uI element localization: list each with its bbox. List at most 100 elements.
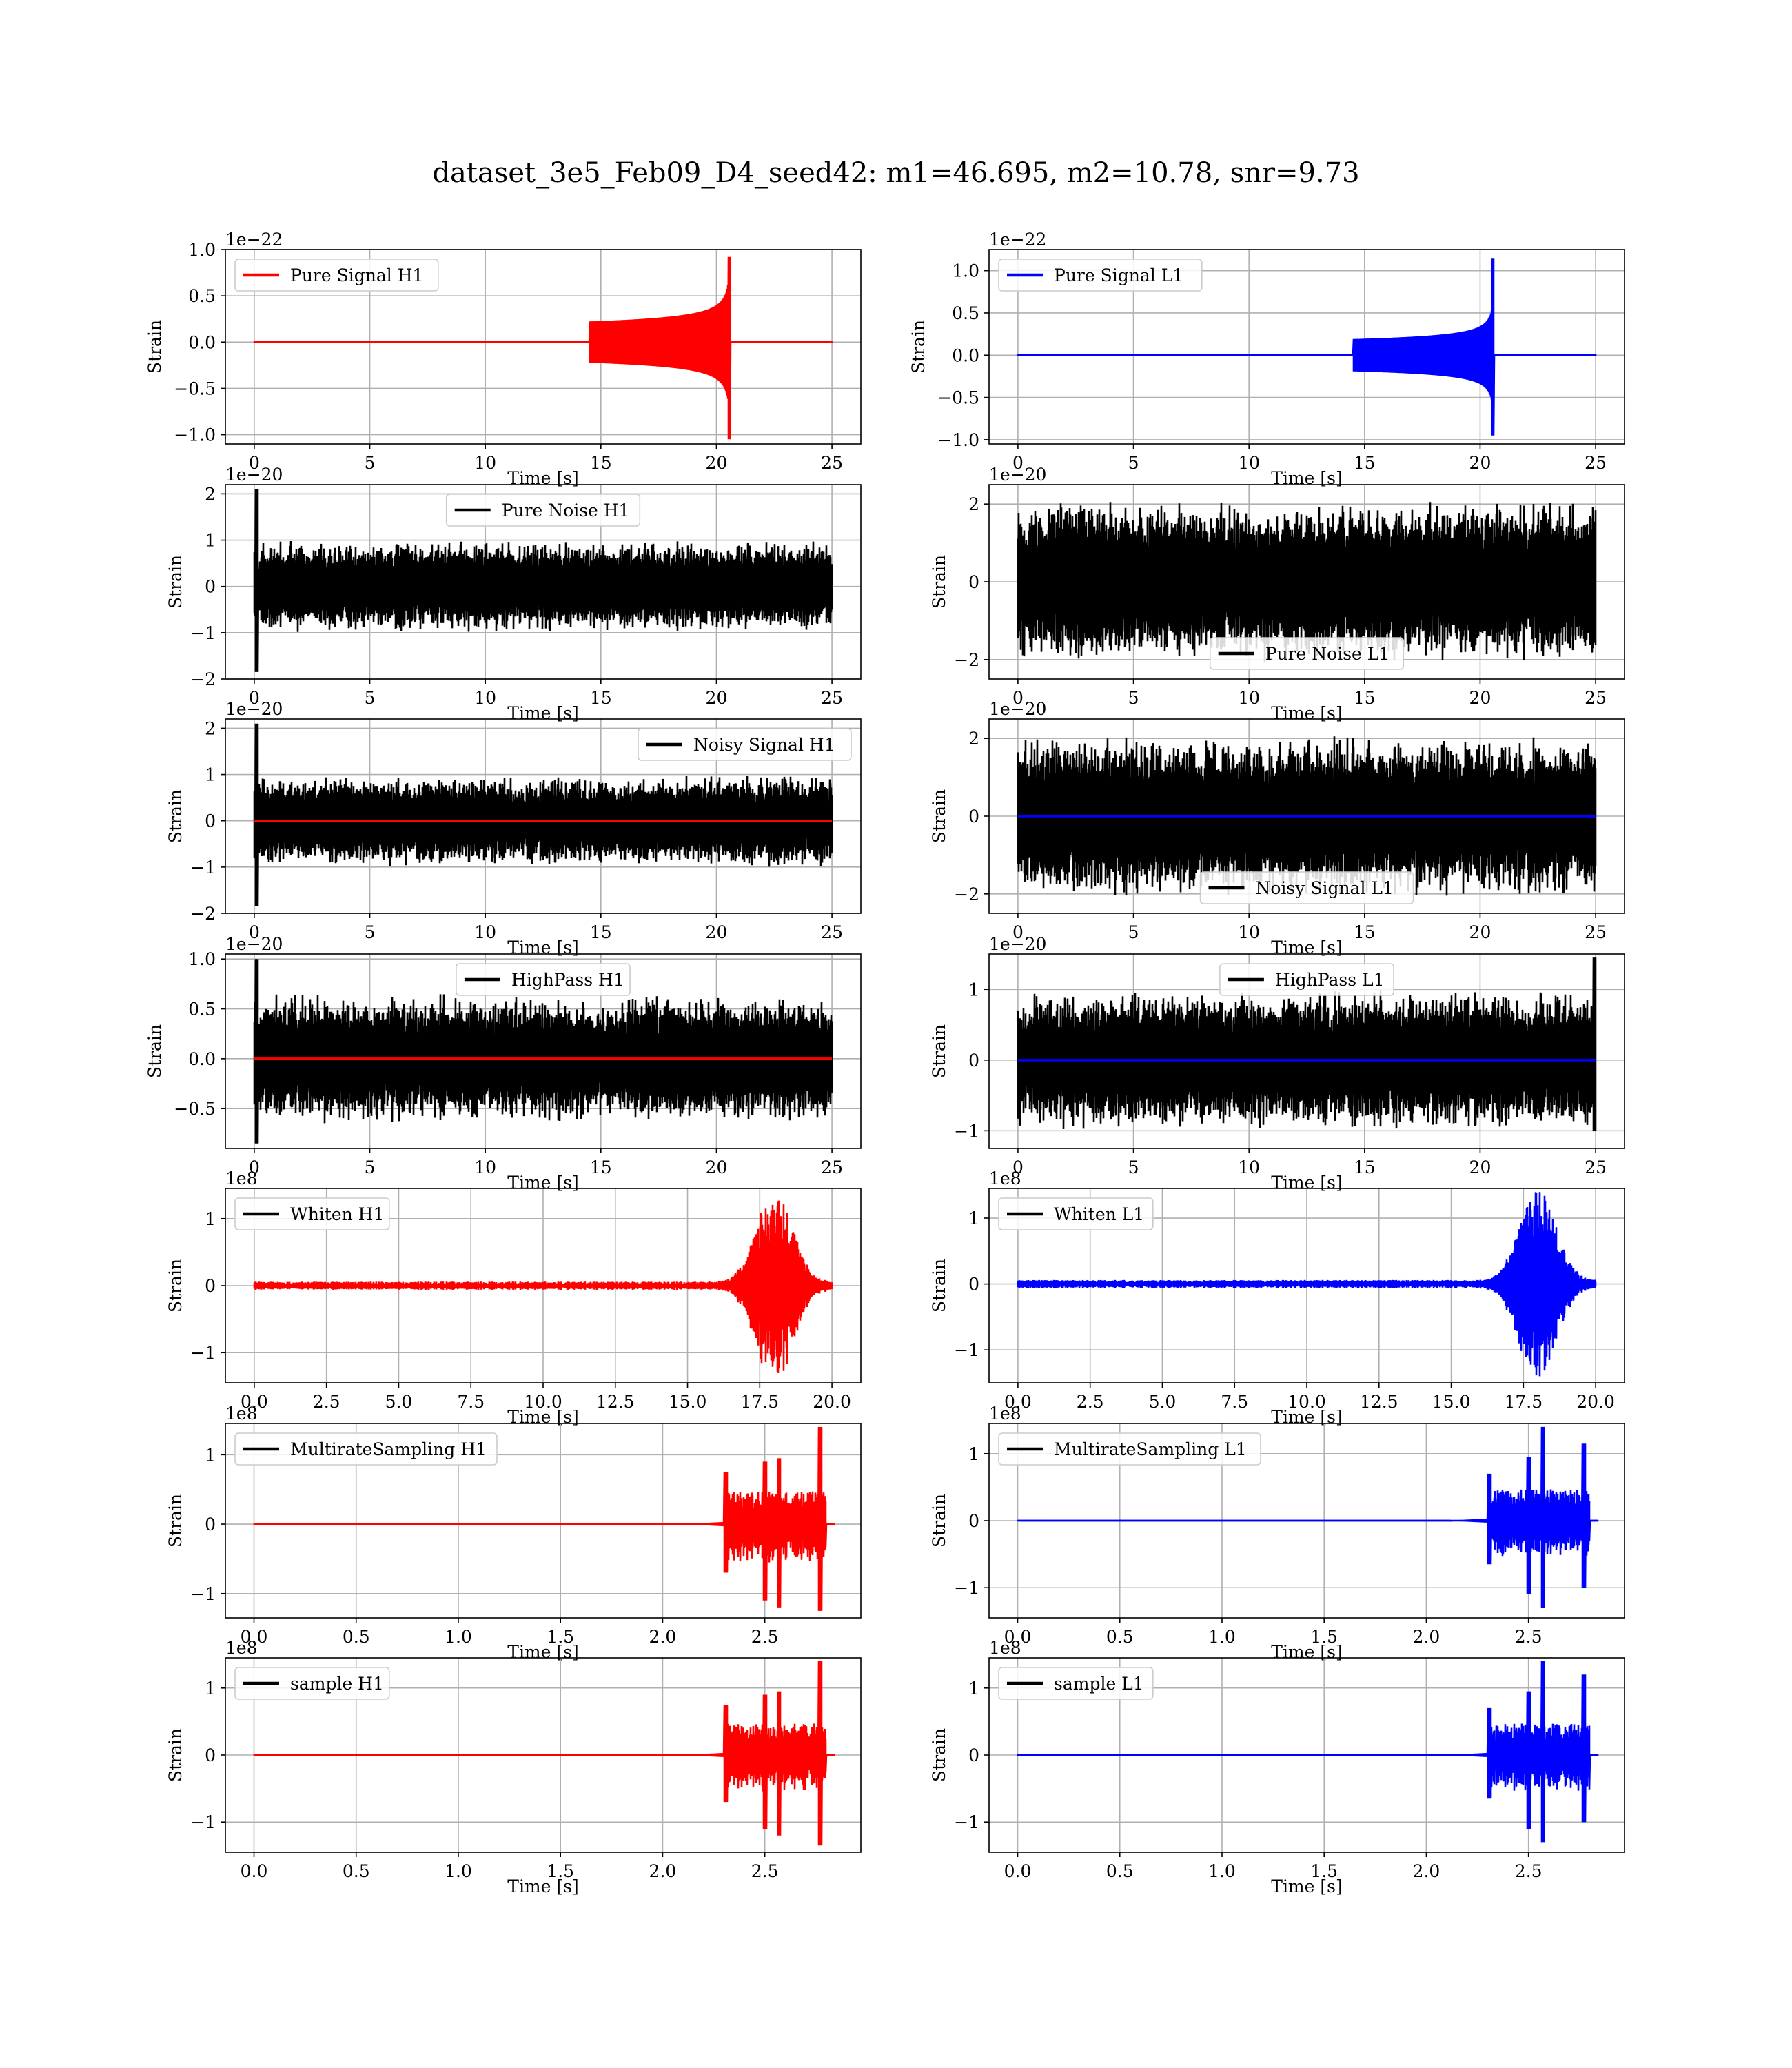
y-tick-label: 0: [205, 1745, 216, 1765]
legend-label: HighPass L1: [1275, 970, 1385, 990]
y-axis-label: Strain: [165, 1259, 185, 1312]
x-tick-label: 20: [1469, 922, 1491, 942]
y-tick-label: 0: [968, 1275, 979, 1295]
axes-frame: [225, 953, 862, 1149]
legend: Whiten H1: [234, 1197, 390, 1230]
y-tick-label: −1: [190, 1343, 216, 1363]
legend-label: Whiten H1: [290, 1204, 384, 1224]
legend: Noisy Signal H1: [638, 728, 852, 761]
axis-offset-text: 1e−22: [989, 230, 1046, 250]
x-tick-label: 5: [1128, 453, 1139, 473]
x-tick-label: 20.0: [1576, 1392, 1615, 1412]
y-tick-label: −0.5: [174, 378, 216, 398]
x-tick-label: 15.0: [669, 1392, 707, 1412]
x-tick-label: 25: [821, 922, 843, 942]
axis-offset-text: 1e8: [225, 1168, 258, 1188]
series-trace: [1017, 501, 1597, 662]
legend: Pure Noise H1: [445, 493, 641, 527]
legend-label: Noisy Signal L1: [1256, 878, 1394, 898]
legend-box: [998, 1432, 1261, 1466]
x-tick-label: 0: [1012, 453, 1024, 473]
y-axis-label: Strain: [929, 554, 949, 608]
x-tick-label: 10.0: [524, 1392, 562, 1412]
x-tick-label: 12.5: [596, 1392, 635, 1412]
x-tick-label: 7.5: [457, 1392, 485, 1412]
y-tick-label: 2: [968, 729, 979, 749]
legend-label: sample H1: [290, 1674, 384, 1694]
axes-frame: [225, 718, 862, 914]
x-tick-label: 0: [1012, 922, 1024, 942]
y-axis-label: Strain: [145, 320, 165, 374]
y-tick-label: −2: [190, 904, 216, 924]
x-tick-label: 25: [1585, 922, 1607, 942]
legend: sample L1: [998, 1667, 1154, 1700]
y-tick-label: 0: [205, 1514, 216, 1534]
x-axis-label: Time [s]: [1271, 1876, 1342, 1896]
legend: Pure Signal L1: [998, 258, 1203, 292]
legend: Noisy Signal L1: [1199, 871, 1414, 904]
axes-frame: [225, 483, 862, 680]
subplot-whiten-l1: 0.0 2.5 5.0 7.5 10.0 12.5 15.0 17.5 20.0−1011e8T…: [929, 1168, 1625, 1427]
legend-label: MultirateSampling L1: [1054, 1439, 1247, 1459]
y-axis-label: Strain: [929, 1259, 949, 1312]
y-tick-label: 1.0: [188, 949, 216, 969]
x-tick-label: 2.5: [1077, 1392, 1104, 1412]
legend-box: [234, 258, 439, 292]
legend-box: [456, 962, 631, 996]
y-axis-label: Strain: [929, 1024, 949, 1077]
y-tick-label: 0.5: [188, 286, 216, 306]
y-axis-label: Strain: [165, 554, 185, 608]
legend-box: [1219, 962, 1394, 996]
axis-offset-text: 1e8: [989, 1168, 1021, 1188]
x-tick-label: 0: [249, 453, 260, 473]
axes-frame: [225, 1422, 862, 1619]
legend-box: [638, 728, 852, 761]
x-tick-label: 0.0: [241, 1392, 268, 1412]
y-axis-label: Strain: [929, 789, 949, 843]
x-tick-label: 0.5: [1106, 1861, 1134, 1881]
x-tick-label: 5: [365, 688, 376, 708]
x-tick-label: 25: [821, 1157, 843, 1177]
legend: Pure Noise L1: [1209, 636, 1405, 670]
x-tick-label: 0: [249, 922, 260, 942]
y-tick-label: −1: [190, 622, 216, 642]
legend: MultirateSampling H1: [234, 1432, 498, 1466]
legend-box: [998, 1667, 1154, 1700]
y-tick-label: 1: [968, 1443, 979, 1463]
x-tick-label: 0.5: [343, 1627, 370, 1647]
x-tick-label: 17.5: [740, 1392, 779, 1412]
x-tick-label: 20: [706, 1157, 728, 1177]
y-tick-label: 0: [968, 1745, 979, 1765]
axis-offset-text: 1e−20: [989, 465, 1046, 485]
x-tick-label: 5: [365, 453, 376, 473]
y-axis-label: Strain: [165, 1493, 185, 1547]
x-tick-label: 10: [1238, 453, 1260, 473]
x-tick-label: 5.0: [1149, 1392, 1177, 1412]
legend: Whiten L1: [998, 1197, 1154, 1230]
legend-label: Noisy Signal H1: [693, 735, 835, 755]
axis-offset-text: 1e8: [989, 1638, 1021, 1658]
y-tick-label: 1: [205, 1679, 216, 1699]
legend-label: Pure Noise H1: [502, 500, 630, 520]
x-tick-label: 10: [474, 1157, 496, 1177]
x-tick-label: 1.5: [1310, 1627, 1338, 1647]
x-tick-label: 2.5: [751, 1861, 779, 1881]
x-tick-label: 0.0: [1004, 1861, 1032, 1881]
x-tick-label: 20: [1469, 1157, 1491, 1177]
x-tick-label: 5: [1128, 922, 1139, 942]
x-tick-label: 15.0: [1432, 1392, 1471, 1412]
x-tick-label: 2.0: [649, 1627, 677, 1647]
legend-box: [445, 493, 641, 527]
y-axis-label: Strain: [929, 1728, 949, 1782]
y-tick-label: −2: [190, 669, 216, 689]
x-tick-label: 7.5: [1221, 1392, 1248, 1412]
x-tick-label: 0.0: [1004, 1627, 1032, 1647]
y-tick-label: −1: [190, 1583, 216, 1603]
y-tick-label: 1: [205, 1209, 216, 1229]
x-tick-label: 20: [706, 453, 728, 473]
y-tick-label: 0: [968, 1050, 979, 1070]
